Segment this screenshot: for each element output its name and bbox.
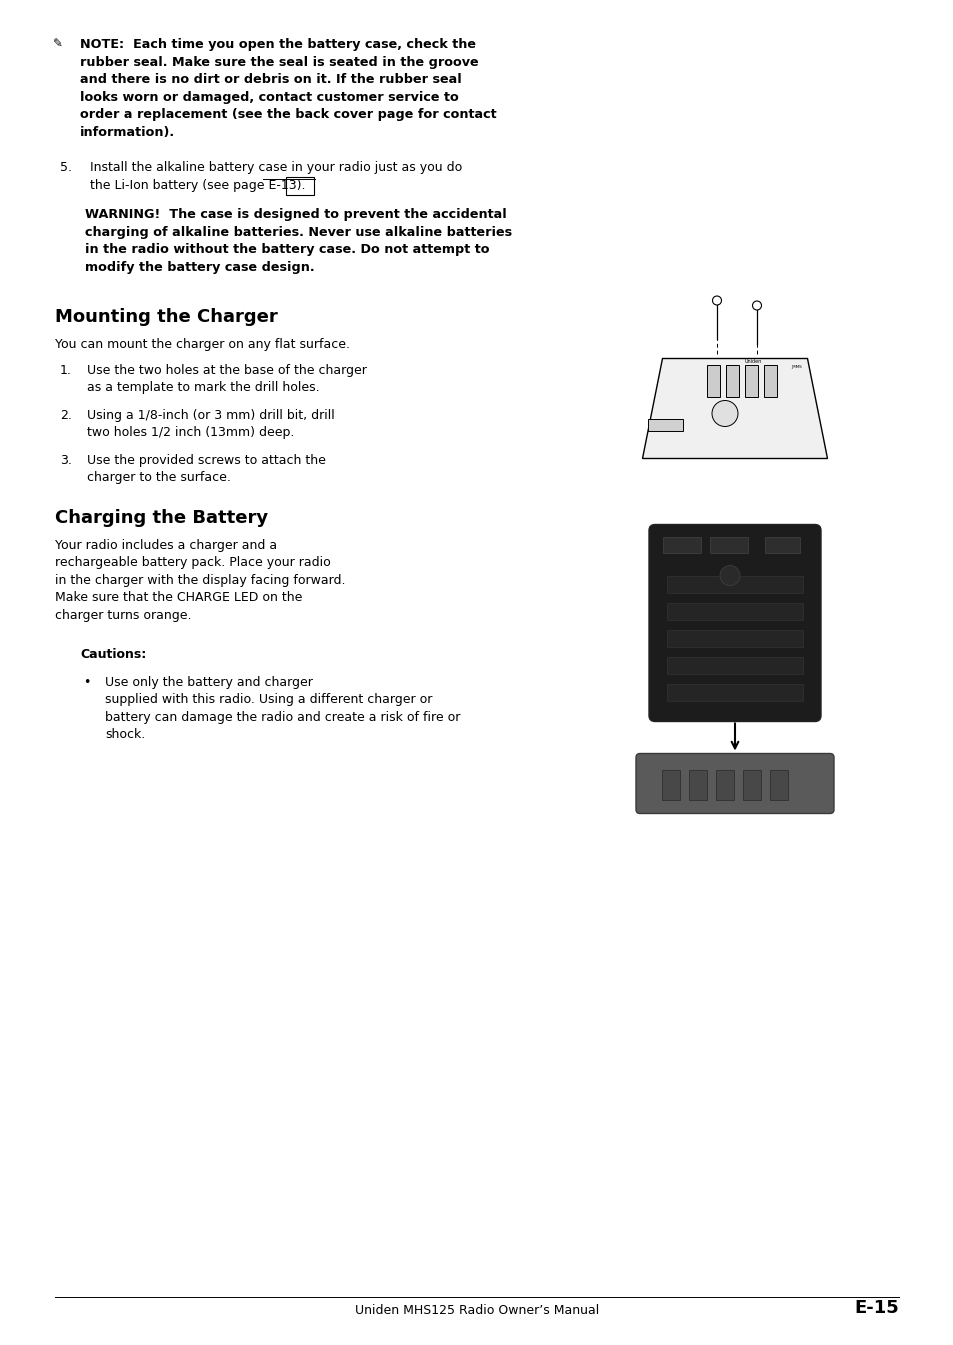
Text: 3.: 3. — [60, 453, 71, 467]
Text: 5.: 5. — [60, 161, 71, 174]
Text: order a replacement (see the back cover page for contact: order a replacement (see the back cover … — [80, 108, 497, 121]
Text: shock.: shock. — [105, 728, 145, 741]
Text: rechargeable battery pack. Place your radio: rechargeable battery pack. Place your ra… — [55, 555, 331, 569]
Text: and there is no dirt or debris on it. If the rubber seal: and there is no dirt or debris on it. If… — [80, 73, 461, 86]
Bar — [647, 418, 681, 430]
Text: in the charger with the display facing forward.: in the charger with the display facing f… — [55, 573, 345, 586]
Bar — [742, 769, 760, 799]
Text: battery can damage the radio and create a risk of fire or: battery can damage the radio and create … — [105, 710, 460, 724]
Bar — [763, 364, 776, 397]
Text: charger to the surface.: charger to the surface. — [87, 471, 231, 484]
Bar — [769, 769, 787, 799]
Polygon shape — [641, 359, 826, 459]
Text: 2.: 2. — [60, 409, 71, 421]
Text: Mounting the Charger: Mounting the Charger — [55, 308, 277, 325]
Text: Use the two holes at the base of the charger: Use the two holes at the base of the cha… — [87, 363, 367, 377]
Bar — [725, 364, 739, 397]
Circle shape — [752, 301, 760, 309]
Text: Your radio includes a charger and a: Your radio includes a charger and a — [55, 538, 276, 551]
Circle shape — [711, 401, 738, 426]
Bar — [688, 769, 706, 799]
Bar — [666, 603, 802, 620]
Text: modify the battery case design.: modify the battery case design. — [85, 261, 314, 273]
Bar — [662, 537, 700, 553]
Text: Charging the Battery: Charging the Battery — [55, 508, 268, 526]
Text: Install the alkaline battery case in your radio just as you do: Install the alkaline battery case in you… — [90, 161, 462, 174]
Text: ✎: ✎ — [53, 38, 63, 50]
Text: in the radio without the battery case. Do not attempt to: in the radio without the battery case. D… — [85, 243, 489, 256]
Bar — [666, 576, 802, 593]
Text: supplied with this radio. Using a different charger or: supplied with this radio. Using a differ… — [105, 693, 432, 706]
FancyBboxPatch shape — [636, 753, 833, 814]
Text: charging of alkaline batteries. Never use alkaline batteries: charging of alkaline batteries. Never us… — [85, 226, 512, 238]
Text: •: • — [83, 675, 91, 689]
Bar — [666, 683, 802, 701]
Text: Using a 1/8-inch (or 3 mm) drill bit, drill: Using a 1/8-inch (or 3 mm) drill bit, dr… — [87, 409, 335, 421]
Text: JMMS: JMMS — [791, 364, 801, 369]
Text: E-15: E-15 — [853, 1299, 898, 1317]
Text: rubber seal. Make sure the seal is seated in the groove: rubber seal. Make sure the seal is seate… — [80, 55, 478, 69]
Bar — [706, 364, 720, 397]
Text: the Li-Ion battery (see page E-13).: the Li-Ion battery (see page E-13). — [90, 179, 305, 191]
Text: Uniden MHS125 Radio Owner’s Manual: Uniden MHS125 Radio Owner’s Manual — [355, 1305, 598, 1317]
Bar — [716, 769, 733, 799]
Text: You can mount the charger on any flat surface.: You can mount the charger on any flat su… — [55, 338, 350, 351]
FancyBboxPatch shape — [648, 525, 821, 721]
Text: Use only the battery and charger: Use only the battery and charger — [105, 675, 313, 689]
Text: as a template to mark the drill holes.: as a template to mark the drill holes. — [87, 381, 319, 394]
Text: Uniden: Uniden — [743, 359, 760, 364]
Bar — [744, 364, 758, 397]
Bar — [709, 537, 747, 553]
Bar — [661, 769, 679, 799]
Text: Make sure that the CHARGE LED on the: Make sure that the CHARGE LED on the — [55, 590, 302, 604]
Text: Cautions:: Cautions: — [80, 648, 146, 660]
Circle shape — [712, 296, 720, 305]
Circle shape — [720, 565, 740, 585]
Text: Use the provided screws to attach the: Use the provided screws to attach the — [87, 453, 326, 467]
Bar — [285, 178, 314, 195]
Text: looks worn or damaged, contact customer service to: looks worn or damaged, contact customer … — [80, 90, 458, 104]
Text: charger turns orange.: charger turns orange. — [55, 608, 192, 621]
Text: 1.: 1. — [60, 363, 71, 377]
Text: information).: information). — [80, 125, 175, 139]
Bar — [666, 656, 802, 674]
Text: WARNING!  The case is designed to prevent the accidental: WARNING! The case is designed to prevent… — [85, 208, 506, 221]
Bar — [666, 629, 802, 647]
Text: NOTE:  Each time you open the battery case, check the: NOTE: Each time you open the battery cas… — [80, 38, 476, 51]
Bar — [764, 537, 800, 553]
Text: two holes 1/2 inch (13mm) deep.: two holes 1/2 inch (13mm) deep. — [87, 426, 294, 438]
